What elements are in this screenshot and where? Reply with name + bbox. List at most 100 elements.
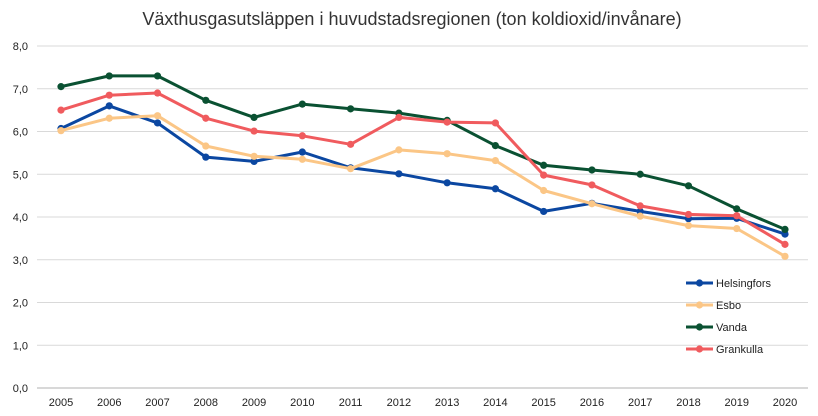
data-point [250, 127, 258, 135]
series-lines [57, 72, 789, 260]
x-tick-label: 2008 [194, 397, 218, 409]
x-tick-label: 2012 [387, 397, 411, 409]
x-tick-label: 2011 [339, 397, 363, 409]
data-point [250, 113, 258, 121]
data-point [636, 202, 644, 210]
gridlines [37, 45, 808, 389]
data-point [395, 170, 403, 178]
y-tick-label: 1,0 [13, 340, 28, 352]
data-point [540, 161, 548, 169]
data-point [153, 112, 162, 120]
legend-label: Esbo [716, 300, 741, 312]
x-tick-label: 2014 [483, 397, 507, 409]
data-point [588, 200, 596, 208]
data-point [395, 146, 403, 154]
data-point [540, 186, 548, 195]
data-point [781, 252, 789, 260]
y-tick-label: 2,0 [13, 298, 28, 310]
data-point [202, 142, 210, 150]
x-tick-label: 2013 [435, 397, 459, 409]
x-axis-ticks: 2005 2006 2007 2008 2009 2010 2011 2012 2013 2014… [49, 397, 797, 409]
x-tick-label: 2007 [145, 397, 169, 409]
data-point [250, 157, 258, 166]
data-point [491, 142, 499, 150]
legend-swatch-marker [695, 345, 704, 353]
y-tick-label: 5,0 [13, 169, 28, 181]
data-point [491, 156, 499, 165]
data-point [733, 212, 741, 220]
data-point [250, 152, 258, 160]
data-point [733, 224, 741, 233]
data-point [443, 150, 451, 158]
data-point [153, 119, 162, 127]
chart-title: Växthusgasutsläppen i huvudstadsregionen… [142, 9, 681, 29]
data-point [298, 155, 306, 163]
data-point [540, 207, 548, 216]
y-tick-label: 8,0 [13, 41, 28, 53]
data-point [491, 119, 499, 127]
data-point [636, 170, 644, 178]
legend-label: Grankulla [716, 344, 764, 356]
y-axis-ticks: 0,0 1,0 2,0 3,0 4,0 5,0 6,0 7,0 8,0 [13, 41, 28, 395]
data-point [57, 83, 65, 91]
data-point [153, 89, 162, 97]
y-tick-label: 6,0 [13, 127, 28, 139]
data-point [57, 106, 65, 114]
data-point [153, 72, 162, 80]
data-point [636, 212, 644, 220]
x-tick-label: 2017 [628, 397, 652, 409]
y-tick-label: 0,0 [13, 383, 28, 395]
data-point [105, 91, 113, 99]
series-grankulla [57, 89, 789, 248]
x-tick-label: 2009 [242, 397, 266, 409]
data-point [347, 140, 355, 148]
data-point [733, 205, 741, 213]
data-point [684, 210, 693, 219]
data-point [443, 179, 451, 187]
x-tick-label: 2010 [290, 397, 314, 409]
data-point [202, 114, 210, 122]
series-esbo [57, 112, 789, 260]
x-tick-label: 2016 [580, 397, 604, 409]
data-point [105, 114, 113, 122]
data-point [298, 132, 306, 140]
legend: Helsingfors Esbo Vanda Grankulla [686, 278, 772, 356]
series-line [60, 104, 786, 236]
legend-label: Vanda [716, 322, 748, 334]
data-point [684, 221, 693, 230]
series-line [60, 74, 786, 231]
legend-label: Helsingfors [716, 278, 772, 290]
y-tick-label: 7,0 [13, 84, 28, 96]
legend-item: Esbo [686, 300, 741, 312]
data-point [781, 225, 789, 233]
x-tick-label: 2020 [773, 397, 797, 409]
y-tick-label: 4,0 [13, 212, 28, 224]
data-point [443, 118, 451, 126]
x-tick-label: 2019 [724, 397, 748, 409]
series-line [60, 91, 786, 246]
x-tick-label: 2005 [49, 397, 73, 409]
x-tick-label: 2015 [531, 397, 555, 409]
series-line [60, 114, 786, 258]
legend-item: Helsingfors [686, 278, 772, 290]
data-point [588, 166, 596, 174]
data-point [202, 96, 210, 104]
legend-swatch-marker [695, 301, 704, 309]
data-point [684, 182, 693, 190]
legend-swatch-marker [695, 323, 704, 331]
legend-item: Vanda [686, 322, 748, 334]
data-point [347, 165, 355, 173]
data-point [105, 102, 113, 110]
data-point [347, 105, 355, 113]
x-tick-label: 2018 [676, 397, 700, 409]
data-point [395, 113, 403, 121]
data-point [540, 171, 548, 179]
legend-item: Grankulla [686, 344, 764, 356]
data-point [298, 100, 306, 108]
x-tick-label: 2006 [97, 397, 121, 409]
data-point [105, 72, 113, 80]
data-point [202, 153, 210, 161]
data-point [781, 240, 789, 248]
data-point [57, 127, 65, 135]
